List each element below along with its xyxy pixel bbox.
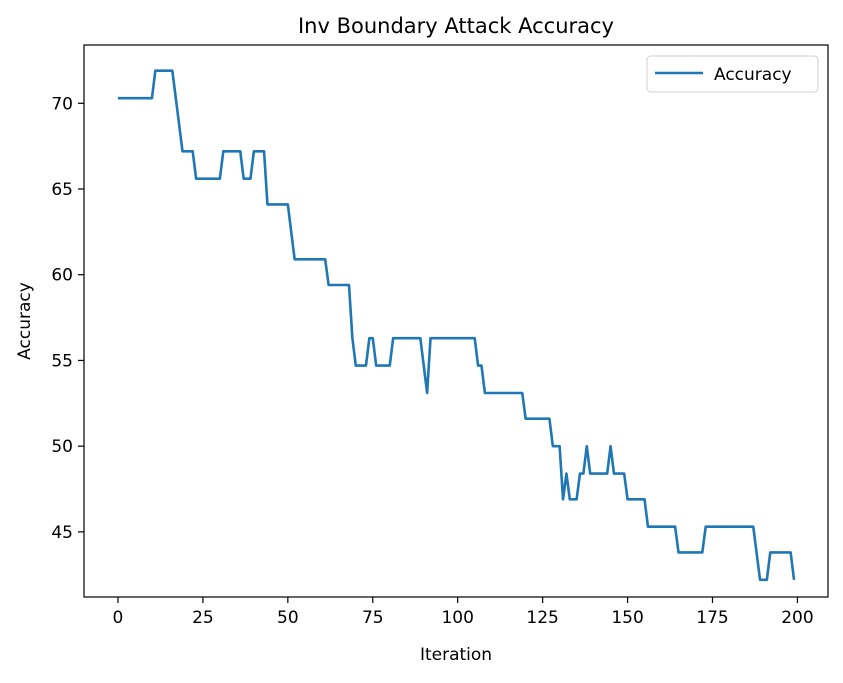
y-tick-label: 50 xyxy=(51,437,73,457)
y-tick-label: 60 xyxy=(51,266,73,286)
plot-frame xyxy=(83,44,829,598)
y-axis: 45 50 55 60 65 70 xyxy=(51,94,84,543)
x-tick-label: 25 xyxy=(192,608,214,628)
x-tick-label: 0 xyxy=(113,608,124,628)
y-tick-label: 65 xyxy=(51,180,73,200)
x-tick-label: 75 xyxy=(362,608,384,628)
legend: Accuracy xyxy=(646,55,819,93)
series-line-accuracy xyxy=(117,69,796,582)
y-tick-label: 70 xyxy=(51,94,73,114)
y-tick-label: 45 xyxy=(51,523,73,543)
plot-area: 0 25 50 75 100 125 150 175 200 45 50 55 60 65 70 xyxy=(51,44,829,628)
legend-label-accuracy: Accuracy xyxy=(714,65,792,85)
x-tick-label: 50 xyxy=(277,608,299,628)
x-tick-label: 100 xyxy=(441,608,473,628)
y-axis-label: Accuracy xyxy=(15,282,35,360)
chart-title: Inv Boundary Attack Accuracy xyxy=(298,14,614,38)
x-tick-label: 125 xyxy=(526,608,558,628)
x-axis: 0 25 50 75 100 125 150 175 200 xyxy=(113,597,814,628)
x-axis-label: Iteration xyxy=(420,645,492,665)
x-tick-label: 200 xyxy=(781,608,813,628)
legend-box xyxy=(646,55,819,93)
x-tick-label: 150 xyxy=(611,608,643,628)
x-tick-label: 175 xyxy=(696,608,728,628)
y-tick-label: 55 xyxy=(51,351,73,371)
